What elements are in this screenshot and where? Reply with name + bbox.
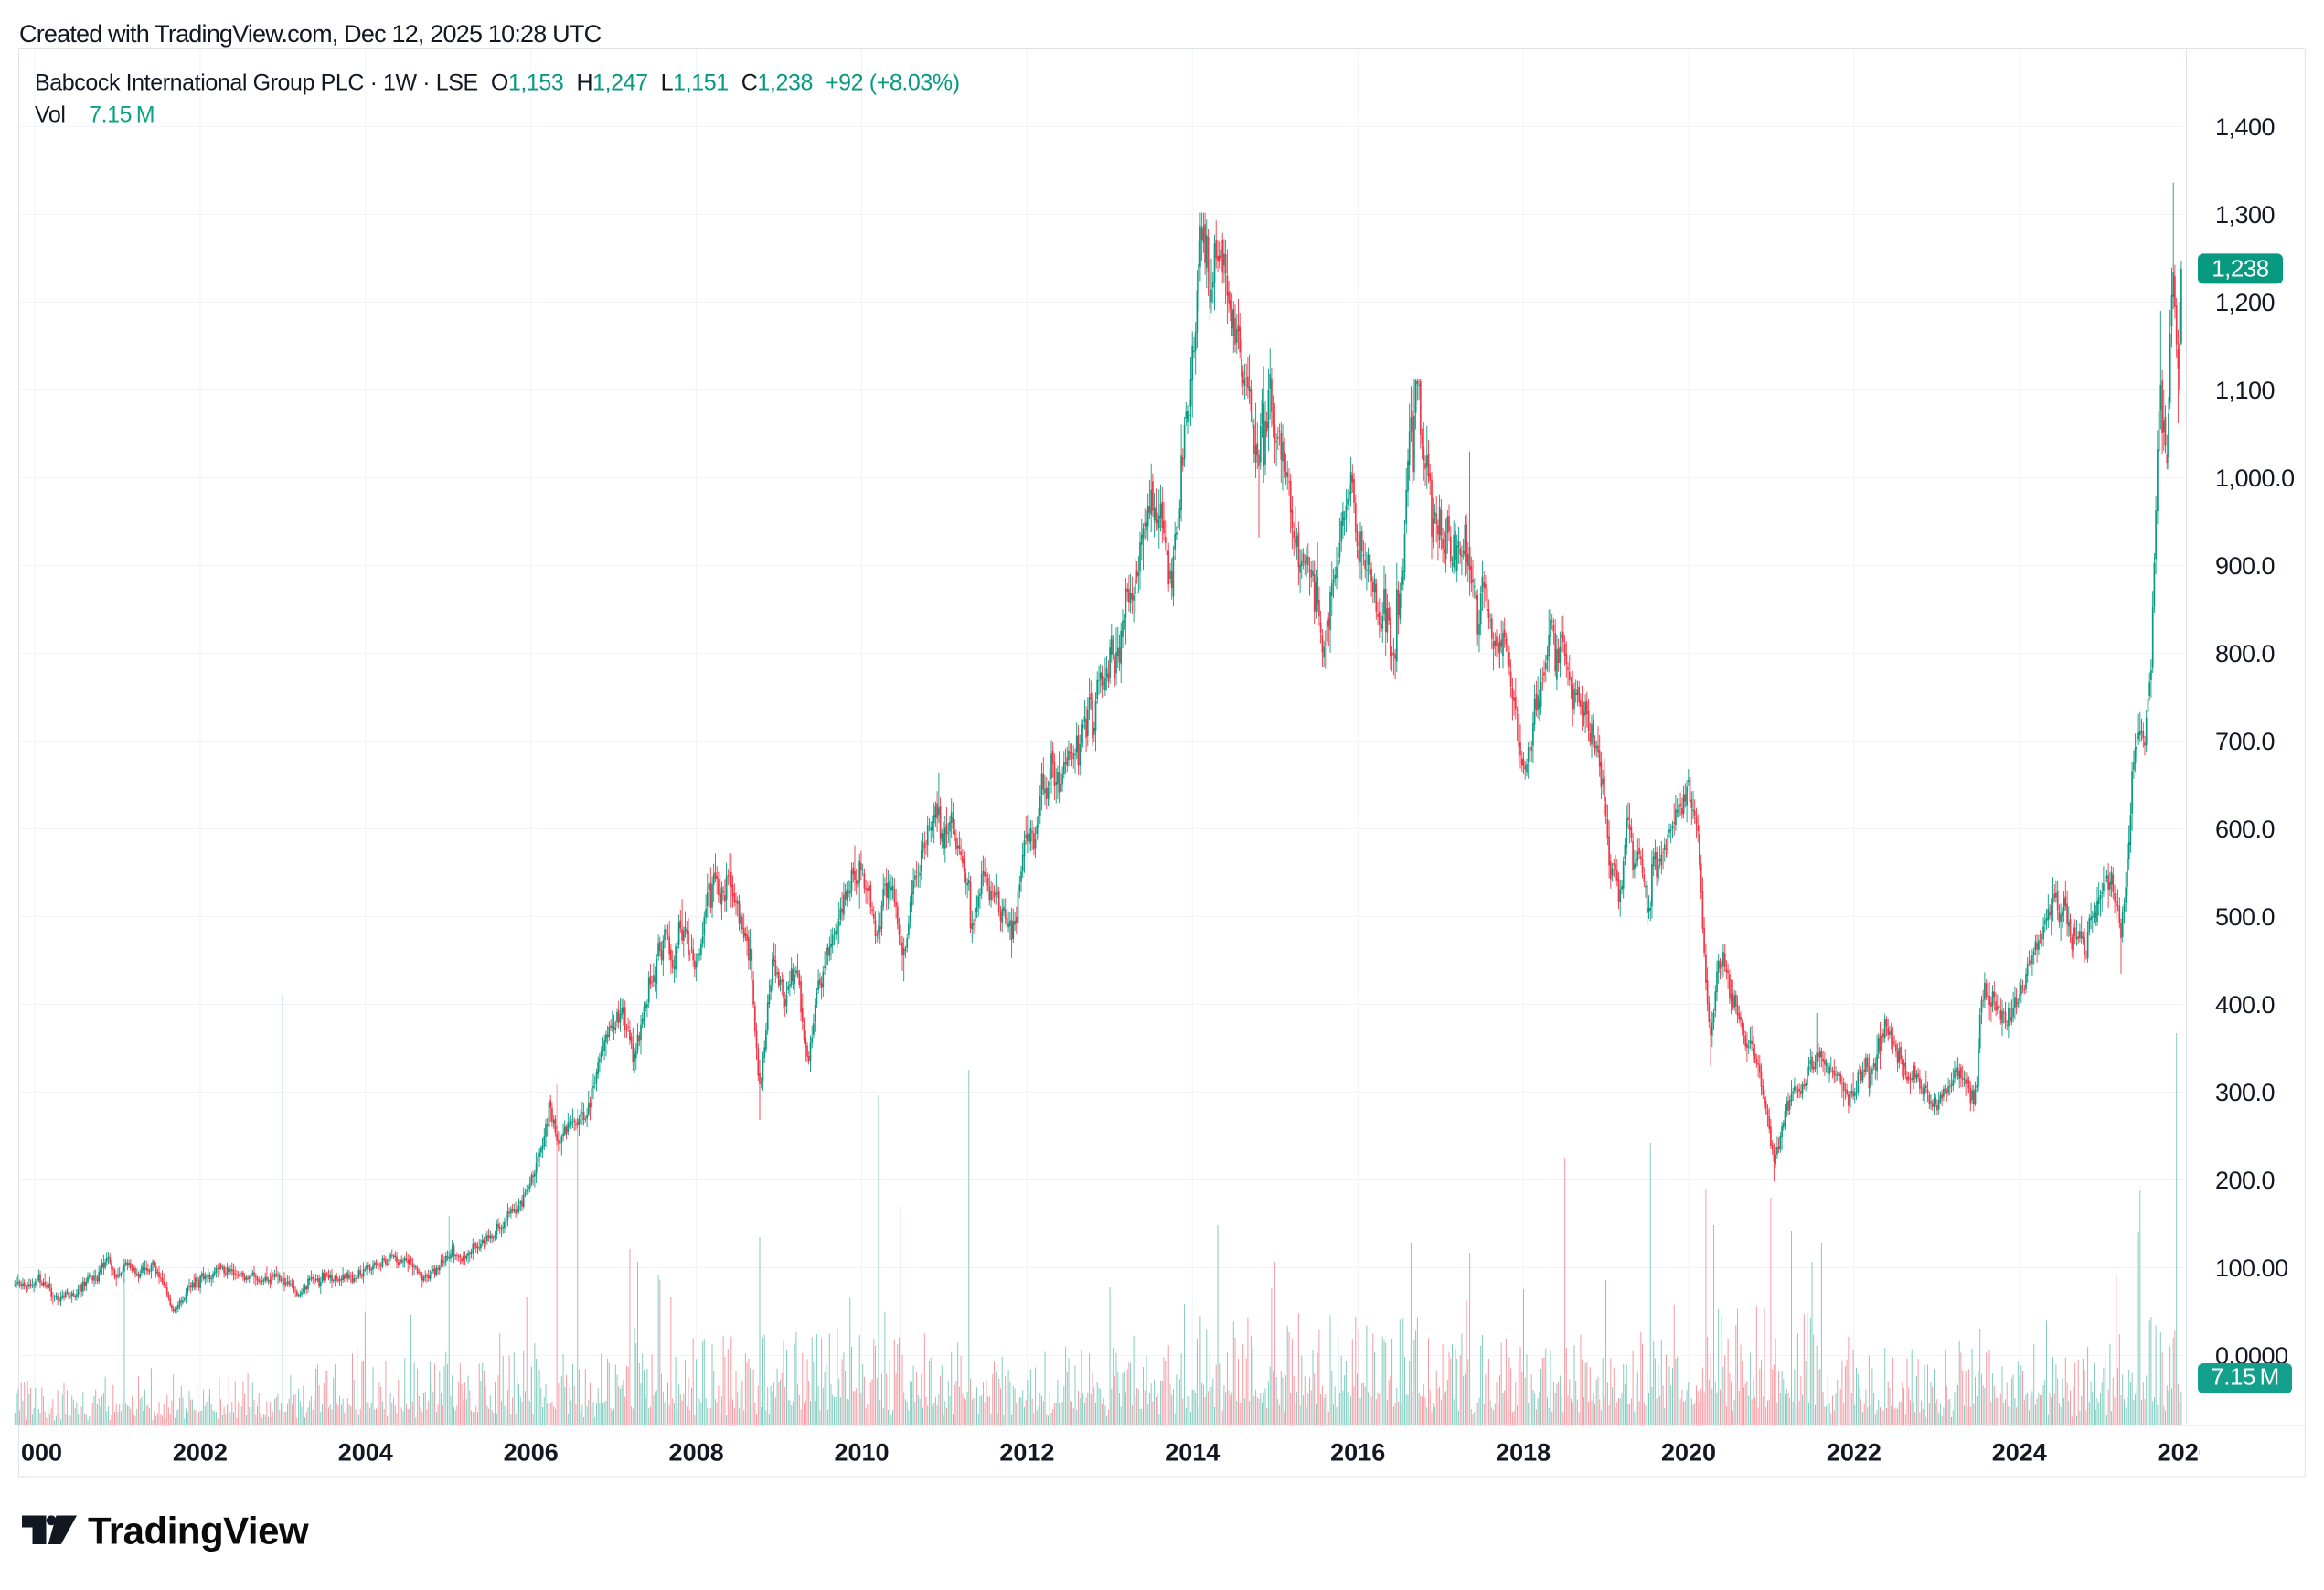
- svg-text:2006: 2006: [504, 1439, 559, 1467]
- svg-text:2004: 2004: [338, 1439, 393, 1467]
- svg-text:2002: 2002: [173, 1439, 228, 1467]
- svg-text:2000: 2000: [7, 1439, 62, 1467]
- svg-text:2020: 2020: [1661, 1439, 1716, 1467]
- svg-text:2014: 2014: [1165, 1439, 1220, 1467]
- svg-text:1,100: 1,100: [2215, 377, 2275, 404]
- svg-text:900.0: 900.0: [2215, 552, 2275, 580]
- svg-text:1,238: 1,238: [2212, 254, 2269, 282]
- svg-text:500.0: 500.0: [2215, 903, 2275, 931]
- svg-text:2012: 2012: [999, 1439, 1054, 1467]
- svg-text:2010: 2010: [834, 1439, 889, 1467]
- svg-text:2022: 2022: [1827, 1439, 1882, 1467]
- svg-text:Created with TradingView.com,: Created with TradingView.com, Dec 12, 20…: [19, 20, 602, 48]
- svg-text:200.0: 200.0: [2215, 1167, 2275, 1194]
- svg-text:2024: 2024: [1992, 1439, 2047, 1467]
- svg-text:2026: 2026: [2158, 1439, 2212, 1467]
- svg-text:100.00: 100.00: [2215, 1254, 2288, 1282]
- svg-text:300.0: 300.0: [2215, 1079, 2275, 1106]
- svg-text:400.0: 400.0: [2215, 991, 2275, 1019]
- svg-text:2016: 2016: [1330, 1439, 1385, 1467]
- svg-text:1,300: 1,300: [2215, 201, 2275, 229]
- svg-text:1,200: 1,200: [2215, 289, 2275, 316]
- svg-text:Babcock International Group PL: Babcock International Group PLC · 1W · L…: [35, 70, 960, 96]
- svg-text:2008: 2008: [669, 1439, 724, 1467]
- svg-text:600.0: 600.0: [2215, 816, 2275, 843]
- svg-text:Vol 7.15 M: Vol 7.15 M: [35, 102, 155, 128]
- svg-text:1,400: 1,400: [2215, 113, 2275, 141]
- svg-text:7.15 M: 7.15 M: [2211, 1363, 2278, 1391]
- svg-text:2018: 2018: [1496, 1439, 1551, 1467]
- svg-text:TradingView: TradingView: [88, 1510, 309, 1553]
- svg-text:700.0: 700.0: [2215, 728, 2275, 755]
- svg-text:800.0: 800.0: [2215, 640, 2275, 667]
- svg-text:1,000.0: 1,000.0: [2215, 464, 2295, 492]
